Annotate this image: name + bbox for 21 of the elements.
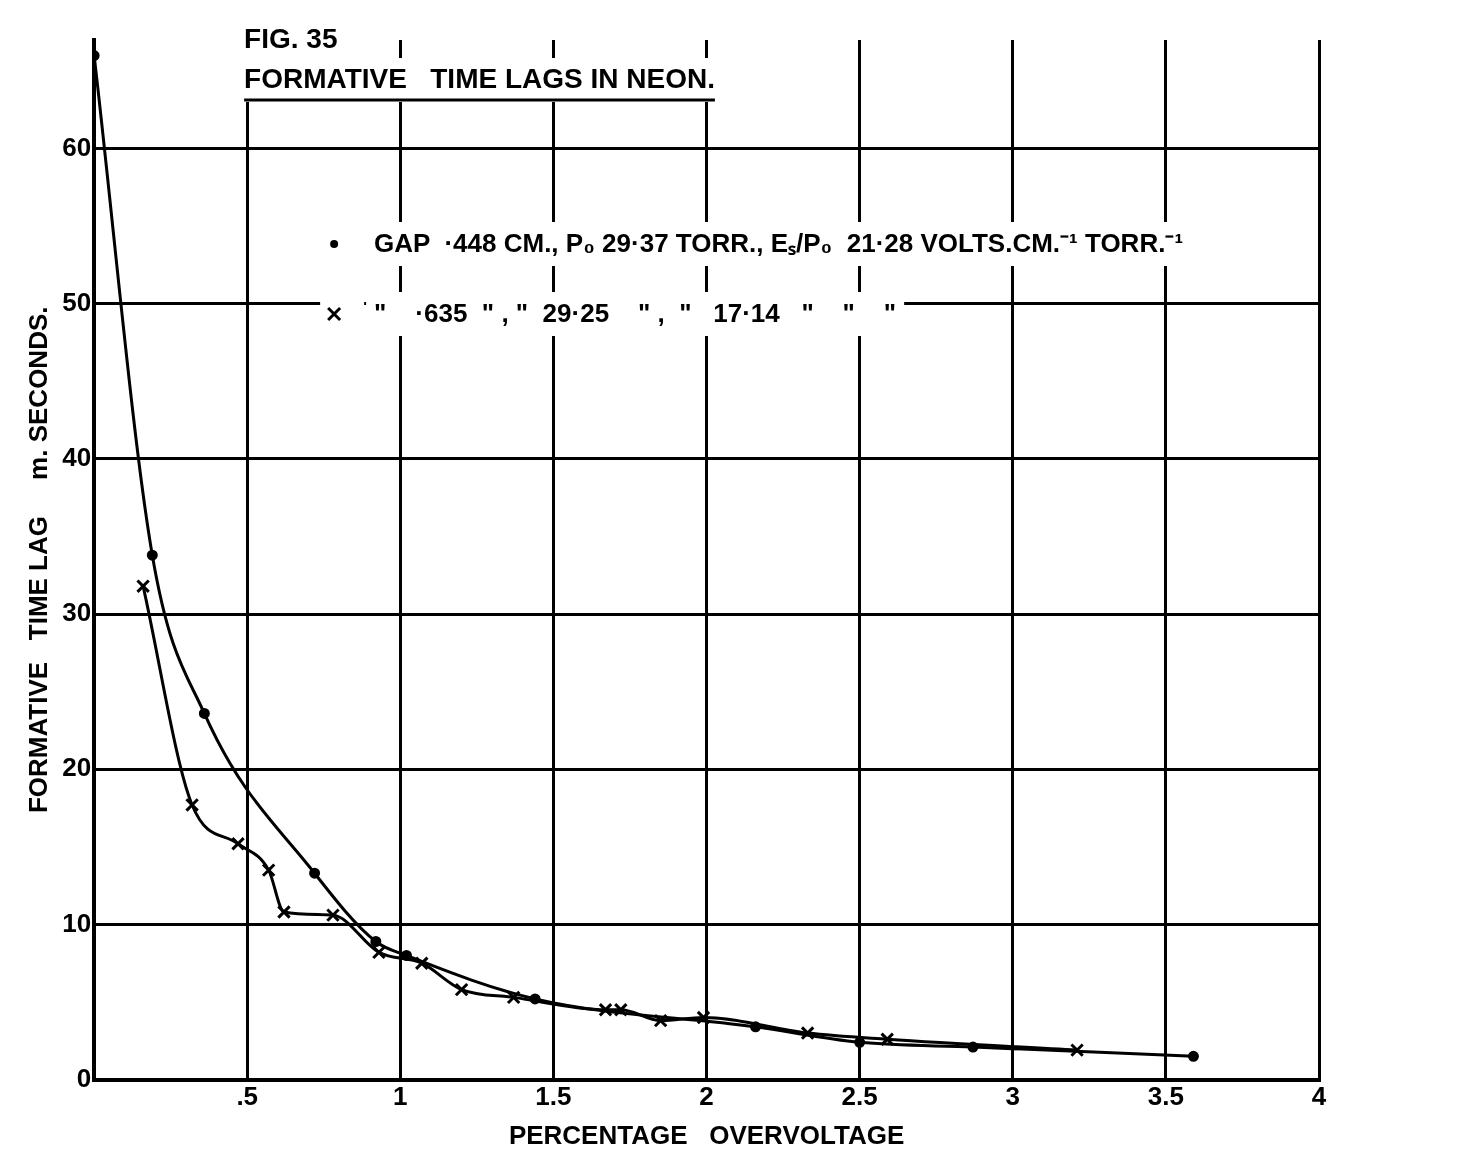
y-tick-label: 10 (62, 907, 92, 938)
chart-title: FIG. 35 (244, 23, 338, 54)
x-tick-label: .5 (236, 1081, 259, 1112)
x-tick-label: 4 (1311, 1081, 1327, 1112)
y-tick-label: 60 (62, 131, 92, 162)
y-tick-label: 30 (62, 597, 92, 628)
y-tick-label: 0 (76, 1062, 92, 1093)
y-axis-title: FORMATIVE TIME LAG m. SECONDS. (22, 306, 53, 814)
x-tick-label: 1.5 (535, 1081, 572, 1112)
y-tick-label: 50 (62, 286, 92, 317)
x-tick-label: 2 (699, 1081, 714, 1112)
x-tick-label: 3 (1005, 1081, 1021, 1112)
x-axis-title: PERCENTAGE OVERVOLTAGE (508, 1119, 905, 1150)
y-tick-label: 20 (62, 752, 92, 783)
x-tick-label: 2.5 (841, 1081, 878, 1112)
text: FORMATIVE TIME LAGS IN NEON. (244, 63, 715, 94)
y-tick-label: 40 (62, 442, 92, 473)
legend-label: GAP ·448 CM., P₀ 29·37 TORR., Eₛ/P₀ 21·28 VOLTS.CM.⁻¹ TORR.⁻¹ (374, 228, 1184, 258)
x-tick-label: 1 (393, 1081, 408, 1112)
x-tick-label: 3.5 (1147, 1081, 1184, 1112)
legend-label: " ·635 " , " 29·25 " , " 17·14 " " " (374, 298, 897, 328)
